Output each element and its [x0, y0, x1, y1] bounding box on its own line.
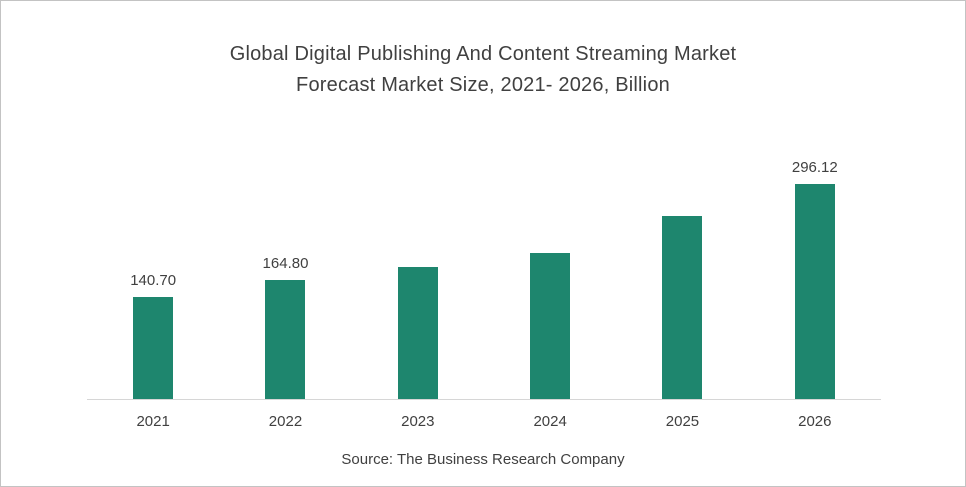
bar-group-2025 [616, 167, 748, 399]
source-caption: Source: The Business Research Company [341, 451, 625, 468]
bar-2024 [530, 253, 571, 399]
bar-value-label-2021: 140.70 [130, 272, 177, 289]
x-axis-label-2021: 2021 [136, 413, 170, 430]
bar-value-label-2022: 164.80 [262, 255, 309, 272]
bar-value-label-2026: 296.12 [791, 159, 838, 176]
bar-group-2021: 140.70 [87, 167, 219, 399]
chart-title-line2: Forecast Market Size, 2021- 2026, Billio… [296, 74, 670, 96]
bar-2022 [265, 280, 306, 399]
x-axis-label-2024: 2024 [533, 413, 567, 430]
x-axis-label-2026: 2026 [798, 413, 832, 430]
bar-2026 [794, 184, 835, 399]
bar-2023 [397, 267, 438, 399]
x-axis-labels: 2021 2022 2023 2024 2025 2026 [87, 413, 881, 430]
x-axis-label-2025: 2025 [665, 413, 700, 430]
bar-group-2022: 164.80 [219, 167, 351, 399]
bar-2021 [133, 297, 174, 399]
x-axis-label-2022: 2022 [268, 413, 303, 430]
chart-title: Global Digital Publishing And Content St… [1, 39, 965, 101]
bars-row: 140.70 164.80 296.12 [87, 159, 881, 400]
bar-2025 [662, 216, 703, 399]
plot-area: 140.70 164.80 296.12 2021 2022 2023 2024 2025 2… [87, 159, 881, 430]
bar-group-2026: 296.12 [749, 159, 881, 399]
chart-title-line1: Global Digital Publishing And Content St… [229, 43, 737, 65]
x-axis-label-2023: 2023 [401, 413, 435, 430]
bar-group-2024 [484, 167, 616, 399]
bar-group-2023 [352, 167, 484, 399]
